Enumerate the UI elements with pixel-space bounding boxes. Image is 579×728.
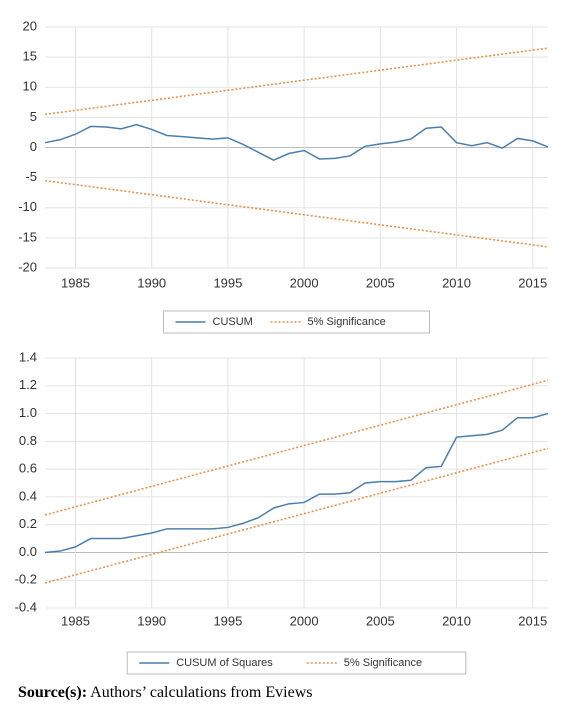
legend-label: 5% Significance	[308, 316, 386, 328]
y-tick-label: 0.2	[19, 516, 37, 531]
y-tick-label: -15	[18, 229, 37, 244]
y-tick-label: 10	[23, 79, 37, 94]
legend-label: 5% Significance	[344, 657, 422, 669]
legend-box	[163, 310, 430, 334]
x-tick-label: 2005	[366, 275, 395, 290]
source-label: Source(s):	[18, 684, 88, 701]
x-tick-label: 1990	[137, 613, 166, 628]
y-tick-label: -0.4	[15, 599, 37, 614]
source-text: Authors’ calculations from Eviews	[90, 684, 313, 701]
y-tick-label: 0.0	[19, 544, 37, 559]
x-tick-label: 2005	[366, 613, 395, 628]
y-tick-label: 20	[23, 18, 37, 33]
series-line	[44, 47, 549, 116]
x-tick-label: 2010	[442, 275, 471, 290]
y-tick-label: 1.2	[19, 377, 37, 392]
x-tick-label: 1985	[61, 613, 90, 628]
x-tick-label: 2000	[290, 613, 319, 628]
y-tick-label: -20	[18, 259, 37, 274]
y-tick-label: -5	[25, 169, 37, 184]
x-tick-label: 1995	[213, 613, 242, 628]
source: Source(s): Authors’ calculations from Ev…	[18, 684, 312, 702]
y-tick-label: 1.4	[19, 349, 37, 364]
series-line	[44, 447, 549, 584]
series-line	[44, 379, 549, 516]
x-tick-label: 2000	[290, 275, 319, 290]
x-tick-label: 2015	[518, 613, 547, 628]
x-tick-label: 1990	[137, 275, 166, 290]
x-tick-label: 2010	[442, 613, 471, 628]
legend-label: CUSUM	[213, 316, 253, 328]
chart: -20 -15 -10 -5 0 5 10 15 20 1985 1990 1995 2000 2005 2…	[15, 18, 549, 675]
x-tick-label: 1985	[61, 275, 90, 290]
y-tick-label: 15	[23, 49, 37, 64]
y-tick-label: 5	[30, 109, 37, 124]
x-tick-label: 1995	[213, 275, 242, 290]
series-line	[44, 412, 549, 554]
y-tick-label: 0.6	[19, 461, 37, 476]
series-line	[44, 179, 549, 248]
legend-box	[126, 651, 467, 675]
y-tick-label: -10	[18, 199, 37, 214]
y-tick-label: 0.8	[19, 433, 37, 448]
legend-label: CUSUM of Squares	[176, 657, 273, 669]
y-tick-label: 1.0	[19, 405, 37, 420]
y-tick-label: 0	[30, 139, 37, 154]
x-tick-label: 2015	[518, 275, 547, 290]
series-line	[44, 123, 549, 161]
y-tick-label: 0.4	[19, 488, 37, 503]
y-tick-label: -0.2	[15, 572, 37, 587]
